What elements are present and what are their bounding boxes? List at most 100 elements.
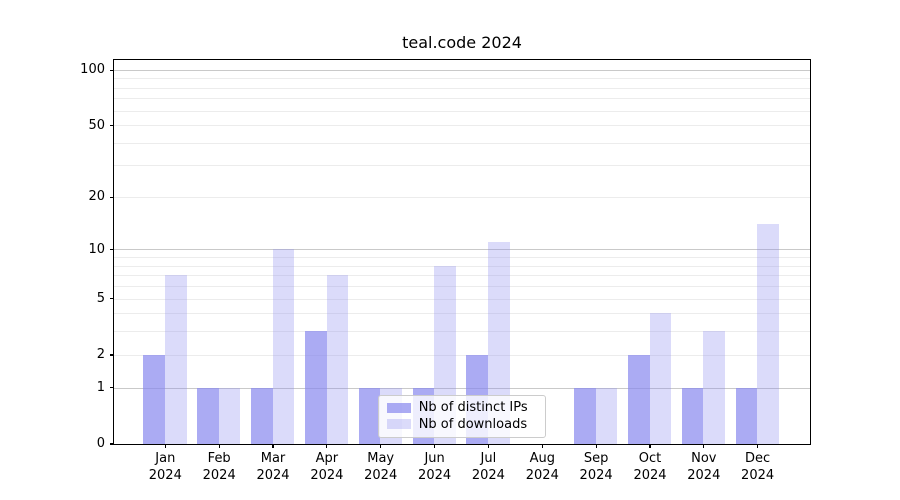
x-tick-month: Jan bbox=[155, 451, 176, 466]
gridline-minor bbox=[113, 331, 810, 333]
gridline-minor bbox=[113, 197, 810, 199]
x-tick-label: Jan 2024 bbox=[133, 451, 197, 484]
bar-downloads-sep bbox=[595, 387, 618, 444]
bar-distinct-ips-nov bbox=[681, 387, 704, 444]
gridline-minor bbox=[113, 87, 810, 89]
x-tick-label: Mar 2024 bbox=[241, 451, 305, 484]
bar-distinct-ips-mar bbox=[251, 387, 273, 444]
gridline-minor bbox=[113, 275, 810, 277]
x-tick-mark bbox=[487, 444, 490, 449]
x-tick-mark bbox=[595, 444, 597, 449]
bar-downloads-apr bbox=[326, 275, 349, 444]
bar-downloads-jan bbox=[164, 275, 187, 444]
x-tick-mark bbox=[164, 444, 166, 449]
x-tick-month: Dec bbox=[745, 451, 771, 466]
x-tick-month: Jun bbox=[424, 451, 445, 466]
x-tick-mark bbox=[218, 444, 220, 449]
x-tick-label: Sep 2024 bbox=[564, 451, 628, 484]
bar-distinct-ips-sep bbox=[574, 387, 596, 444]
gridline-minor bbox=[113, 125, 810, 127]
y-tick-mark bbox=[109, 443, 114, 445]
bar-distinct-ips-oct bbox=[628, 354, 650, 444]
gridline-minor bbox=[113, 298, 810, 300]
bar-distinct-ips-apr bbox=[304, 331, 327, 444]
gridline-minor bbox=[113, 354, 810, 356]
x-tick-year: 2024 bbox=[471, 467, 505, 483]
y-tick-label: 10 bbox=[88, 241, 105, 257]
x-tick-label: Jul 2024 bbox=[456, 451, 520, 484]
x-tick-year: 2024 bbox=[256, 467, 290, 483]
x-tick-month: Feb bbox=[207, 451, 231, 466]
x-tick-label: Aug 2024 bbox=[510, 451, 574, 484]
legend-item-distinct-ips: Nb of distinct IPs bbox=[386, 400, 537, 417]
y-tick-mark bbox=[109, 298, 114, 300]
legend-swatch-distinct-ips bbox=[386, 402, 411, 413]
gridline-minor bbox=[113, 78, 810, 80]
bar-downloads-oct bbox=[649, 313, 672, 444]
y-tick-label: 1 bbox=[96, 379, 105, 395]
x-tick-month: Nov bbox=[691, 451, 717, 466]
x-tick-year: 2024 bbox=[310, 467, 344, 483]
gridline-minor bbox=[113, 110, 810, 112]
gridline-major bbox=[113, 249, 810, 251]
y-tick-label: 20 bbox=[88, 189, 105, 205]
x-tick-mark bbox=[649, 444, 651, 449]
x-tick-label: Dec 2024 bbox=[726, 451, 790, 484]
x-tick-month: Jul bbox=[480, 451, 497, 466]
y-tick-mark bbox=[109, 124, 114, 127]
bar-distinct-ips-dec bbox=[735, 387, 758, 444]
bar-downloads-dec bbox=[757, 224, 779, 444]
x-tick-month: May bbox=[367, 451, 395, 466]
bar-downloads-jul bbox=[488, 242, 510, 444]
x-tick-month: Apr bbox=[315, 451, 339, 466]
y-tick-label: 50 bbox=[88, 117, 105, 133]
bar-downloads-nov bbox=[703, 331, 726, 444]
gridline-minor bbox=[113, 142, 810, 144]
x-tick-year: 2024 bbox=[202, 467, 236, 483]
x-tick-month: Sep bbox=[583, 451, 609, 466]
chart-title: teal.code 2024 bbox=[402, 33, 522, 52]
x-tick-mark bbox=[272, 444, 274, 449]
x-tick-month: Aug bbox=[529, 451, 555, 466]
x-tick-year: 2024 bbox=[364, 467, 398, 483]
x-tick-month: Oct bbox=[638, 451, 662, 466]
x-tick-mark bbox=[703, 444, 705, 449]
x-tick-year: 2024 bbox=[579, 467, 613, 483]
gridline-major bbox=[113, 69, 810, 71]
x-tick-label: Oct 2024 bbox=[618, 451, 682, 484]
x-tick-year: 2024 bbox=[633, 467, 667, 483]
bar-distinct-ips-may bbox=[358, 387, 381, 444]
y-tick-mark bbox=[109, 387, 114, 389]
x-tick-year: 2024 bbox=[525, 467, 559, 483]
gridline-minor bbox=[113, 165, 810, 167]
x-tick-label: Apr 2024 bbox=[295, 451, 359, 484]
gridline-minor bbox=[113, 265, 810, 267]
legend-label-downloads: Nb of downloads bbox=[418, 416, 528, 432]
x-tick-mark bbox=[380, 444, 382, 449]
x-tick-label: Feb 2024 bbox=[187, 451, 251, 484]
y-tick-label: 2 bbox=[96, 347, 105, 362]
bar-downloads-mar bbox=[272, 249, 295, 444]
y-tick-mark bbox=[109, 69, 114, 71]
x-tick-mark bbox=[433, 444, 436, 449]
x-tick-month: Mar bbox=[260, 451, 286, 466]
x-tick-year: 2024 bbox=[418, 467, 452, 483]
legend-swatch-downloads bbox=[386, 419, 411, 430]
y-tick-mark bbox=[109, 249, 114, 251]
x-tick-year: 2024 bbox=[741, 467, 775, 483]
y-tick-mark bbox=[109, 196, 114, 198]
y-tick-label: 0 bbox=[96, 436, 105, 451]
bar-distinct-ips-feb bbox=[197, 387, 219, 444]
gridline-minor bbox=[113, 257, 810, 259]
x-tick-year: 2024 bbox=[687, 467, 721, 483]
x-tick-label: Nov 2024 bbox=[672, 451, 736, 484]
x-tick-year: 2024 bbox=[148, 467, 182, 483]
y-tick-mark bbox=[109, 354, 114, 356]
gridline-minor bbox=[113, 313, 810, 315]
x-tick-label: May 2024 bbox=[349, 451, 413, 484]
bar-downloads-feb bbox=[218, 387, 241, 444]
legend: Nb of distinct IPs Nb of downloads bbox=[377, 394, 546, 438]
x-tick-mark bbox=[326, 444, 328, 449]
x-tick-mark bbox=[757, 444, 759, 449]
